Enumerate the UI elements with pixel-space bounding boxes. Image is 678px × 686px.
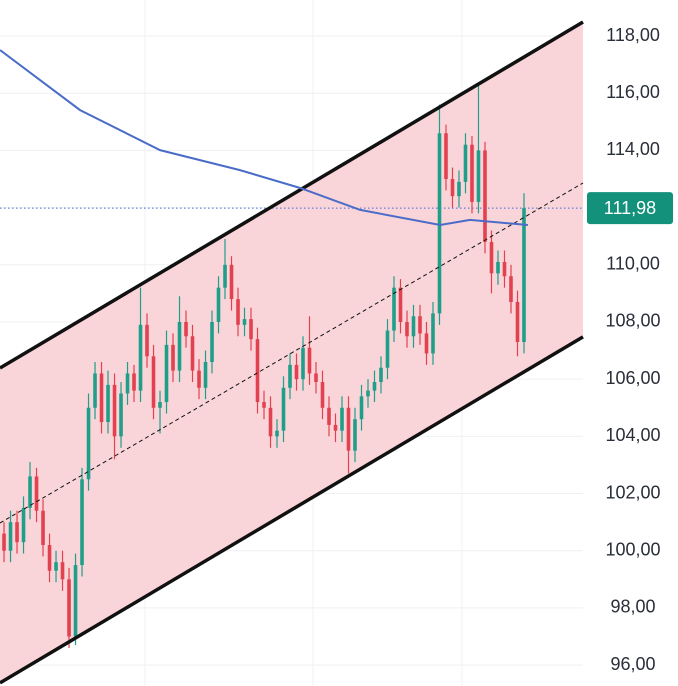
candle-body (431, 313, 435, 354)
candle-body (242, 319, 247, 325)
candle-body (80, 479, 84, 566)
candle-body (366, 390, 370, 397)
candle-body (223, 264, 227, 288)
candle-body (132, 373, 136, 391)
candle-body (489, 241, 494, 274)
candle-body (158, 402, 162, 408)
candle-body (496, 261, 500, 274)
candle-body (177, 321, 182, 371)
candle-body (54, 562, 58, 571)
candle-body (119, 393, 123, 437)
candle-body (379, 367, 383, 383)
candle-body (21, 507, 26, 543)
y-tick-label: 96,00 (610, 654, 655, 674)
y-tick-label: 118,00 (606, 25, 660, 45)
y-tick-label: 116,00 (606, 82, 660, 102)
candle-body (93, 373, 97, 408)
candle-body (164, 344, 169, 403)
candle-body (405, 321, 409, 337)
candle-body (398, 287, 403, 322)
candle-body (184, 321, 188, 337)
candle-body (216, 287, 221, 322)
candle-body (463, 144, 468, 182)
candle-body (2, 533, 6, 551)
candle-body (229, 264, 234, 300)
candle-body (470, 144, 474, 202)
candle-body (236, 299, 240, 325)
candle-body (509, 276, 513, 302)
candle-body (327, 407, 331, 425)
y-tick-label: 108,00 (605, 311, 660, 331)
candle-body (60, 562, 65, 580)
channel-lower (0, 335, 584, 685)
last-price-box (587, 192, 673, 225)
candle-body (203, 362, 208, 388)
candle-body (444, 133, 448, 180)
candle-body (450, 179, 455, 197)
y-tick-label: 106,00 (605, 368, 660, 388)
candle-body (418, 316, 422, 334)
candle-body (268, 407, 273, 437)
candle-body (28, 476, 32, 508)
candle-body (483, 150, 487, 242)
candle-body (522, 208, 526, 342)
candle-body (255, 339, 260, 403)
moving-average (0, 49, 528, 227)
candle-body (99, 373, 104, 423)
candle-body (73, 565, 78, 637)
y-tick-label: 100,00 (605, 539, 660, 559)
candle-body (288, 364, 292, 388)
y-tick-label: 110,00 (606, 254, 660, 274)
candle-body (138, 324, 143, 391)
candle-body (353, 419, 357, 451)
candle-body (340, 407, 344, 431)
candle-body (392, 287, 396, 331)
candle-body (145, 324, 149, 357)
y-tick-label: 102,00 (605, 482, 660, 502)
candle-body (47, 545, 52, 571)
candle-body (314, 373, 318, 383)
candle-body (125, 373, 130, 394)
y-tick-label: 98,00 (610, 597, 655, 617)
candle-body (320, 382, 325, 408)
candle-body (106, 384, 110, 423)
candle-body (171, 344, 175, 371)
candle-body (262, 402, 266, 408)
candle-body (8, 522, 13, 551)
y-tick-label: 104,00 (605, 425, 660, 445)
candle-body (333, 424, 338, 431)
candle-body (41, 510, 45, 546)
candle-body (411, 316, 416, 337)
last-price-label: 111,98 (604, 198, 656, 218)
candle-body (437, 133, 442, 314)
candle-body (307, 347, 312, 374)
candle-body (34, 476, 39, 511)
candle-body (385, 330, 390, 368)
candle-body (249, 319, 253, 340)
candle-body (502, 261, 507, 277)
candle-body (151, 356, 156, 408)
candle-body (275, 430, 279, 437)
candle-body (301, 347, 305, 380)
channel-upper (0, 20, 584, 370)
candle-body (197, 370, 201, 388)
channel-middle (0, 182, 584, 524)
candle-body (15, 522, 19, 543)
candle-body (112, 384, 117, 437)
candle-body (457, 181, 461, 197)
candle-body (294, 364, 299, 380)
candle-body (190, 336, 195, 371)
candle-body (476, 150, 481, 202)
candle-body (67, 579, 71, 637)
candle-body (210, 321, 214, 363)
candle-body (515, 301, 520, 342)
candle-body (359, 396, 364, 420)
candle-body (372, 382, 377, 391)
candle-body (346, 407, 351, 451)
y-tick-label: 114,00 (606, 139, 660, 159)
candle-body (424, 333, 429, 354)
candle-body (86, 407, 91, 480)
candle-body (281, 387, 286, 431)
